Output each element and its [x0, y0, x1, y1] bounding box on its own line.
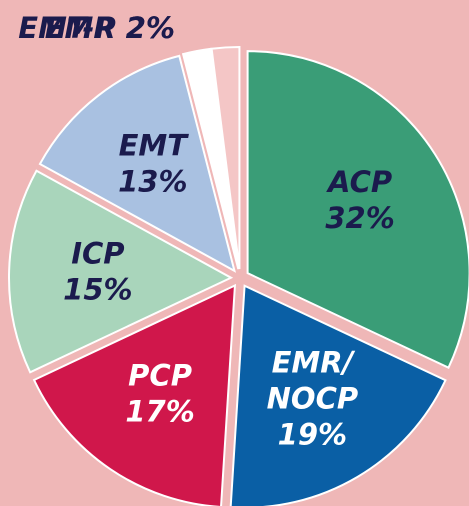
slice-label: EMT	[119, 129, 190, 163]
slice-label: EMR/NOCP	[267, 345, 358, 415]
value-label: 17%	[125, 395, 194, 429]
pie-slice	[38, 54, 237, 273]
slice-label: ICP	[71, 237, 124, 271]
value-label: 2%	[126, 11, 175, 45]
slice-label: PCP	[128, 359, 192, 393]
pie-slice	[8, 169, 234, 374]
slice-label: ACP	[326, 165, 392, 199]
value-label: 32%	[325, 201, 394, 235]
pie-slice	[229, 284, 447, 506]
pie-slice	[210, 46, 241, 270]
value-label: 2%	[126, 11, 175, 45]
slice-label: EMT-P	[18, 11, 115, 45]
value-label: 13%	[118, 165, 187, 199]
value-label: 19%	[278, 417, 347, 451]
value-label: 15%	[63, 273, 132, 307]
pie-slice	[32, 283, 237, 506]
pie-slice	[181, 47, 240, 270]
pie-slice	[246, 50, 469, 370]
slice-label: EMR	[45, 11, 116, 45]
